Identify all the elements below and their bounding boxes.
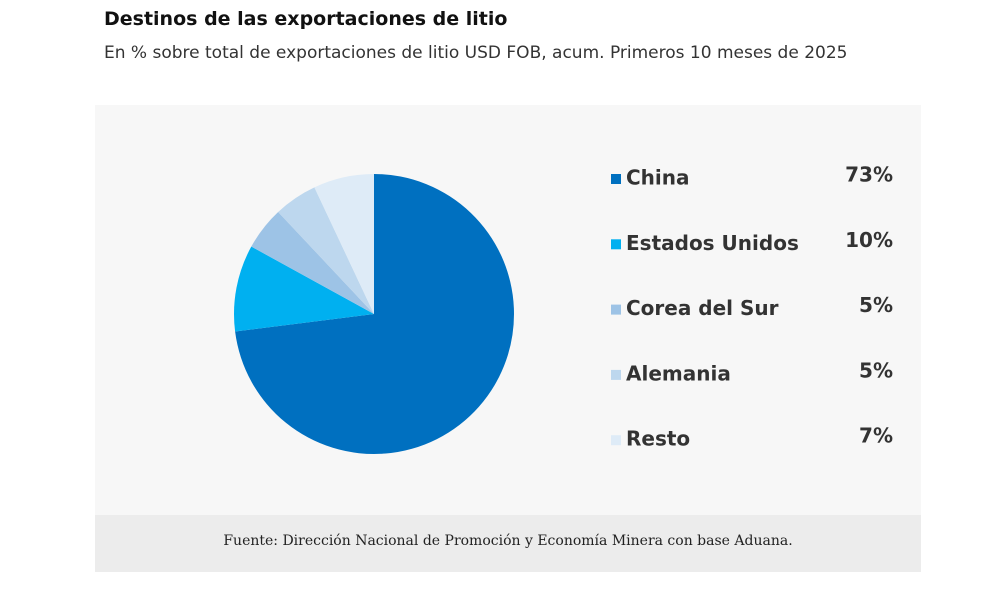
legend-label: China xyxy=(626,166,690,190)
legend-swatch xyxy=(611,239,621,250)
legend-swatch xyxy=(611,174,621,184)
chart-title: Destinos de las exportaciones de litio xyxy=(104,8,508,30)
source-note: Fuente: Dirección Nacional de Promoción … xyxy=(223,533,793,549)
legend-label: Estados Unidos xyxy=(626,231,799,255)
legend-swatch xyxy=(611,369,621,380)
pie-slice xyxy=(234,246,374,332)
chart: China 73% Estados Unidos 10% Corea del Sur 5%… xyxy=(234,163,893,454)
legend-swatch xyxy=(611,304,621,315)
value-label: 7% xyxy=(859,424,893,448)
pie-slice xyxy=(251,211,374,314)
pie-slice xyxy=(235,174,514,454)
legend-label: Resto xyxy=(626,427,690,451)
legend-label: Corea del Sur xyxy=(626,296,779,320)
value-label: 5% xyxy=(859,358,893,382)
footer-panel xyxy=(95,515,921,572)
pie-slice xyxy=(314,174,374,314)
value-label: 10% xyxy=(845,228,893,252)
chart-subtitle: En % sobre total de exportaciones de lit… xyxy=(104,43,848,63)
value-label: 73% xyxy=(845,163,893,187)
value-label: 5% xyxy=(859,293,893,317)
legend-swatch xyxy=(611,435,621,446)
legend-label: Alemania xyxy=(626,361,731,385)
pie-slice xyxy=(278,187,374,314)
